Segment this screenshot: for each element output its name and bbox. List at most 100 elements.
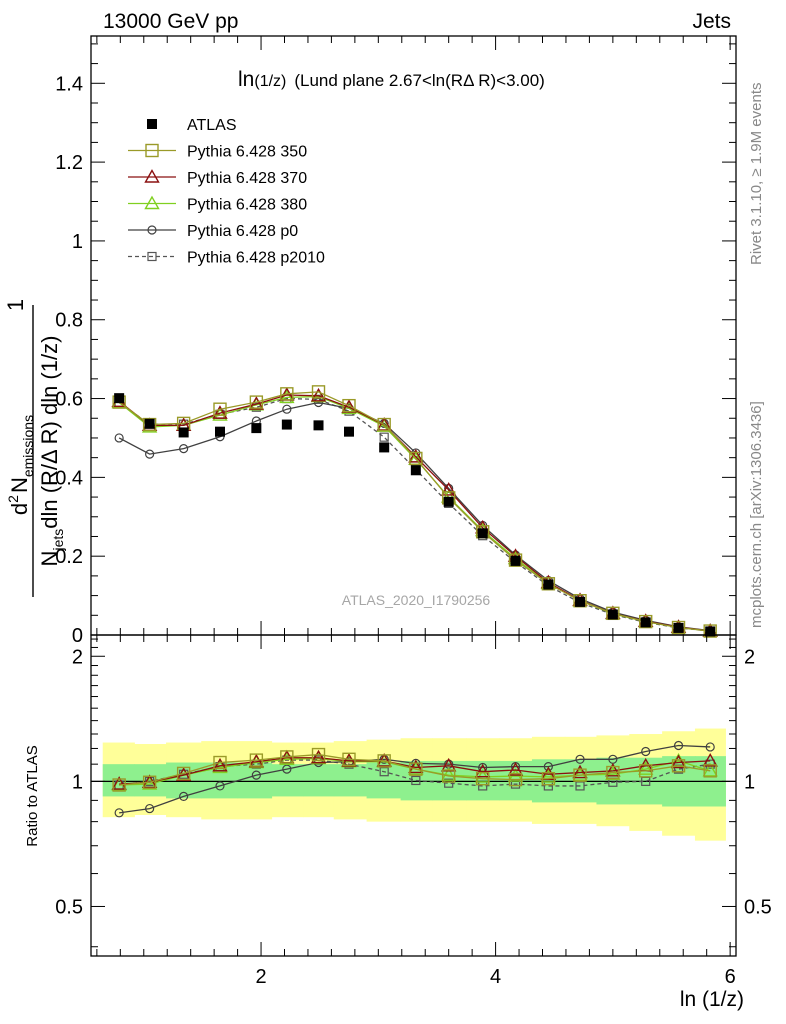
main-ytick-label-0: 0 xyxy=(72,625,83,647)
legend-item-p0: Pythia 6.428 p0 xyxy=(128,223,298,240)
main-ytick-label-1: 0.2 xyxy=(55,546,83,568)
legend-item-p2010: Pythia 6.428 p2010 xyxy=(128,250,325,267)
ratio-point-p2010-8 xyxy=(379,767,389,777)
legend-label-p0: Pythia 6.428 p0 xyxy=(187,223,298,240)
main-point-p370-9 xyxy=(408,448,424,463)
ratio-point-p370-9 xyxy=(408,759,424,774)
ratio-point-p370-17 xyxy=(670,754,687,769)
ratio-point-p350-11 xyxy=(475,771,490,786)
legend-label-p370: Pythia 6.428 370 xyxy=(187,170,307,187)
ratio-point-p2010-7 xyxy=(344,759,354,769)
ratio-point-p380-13 xyxy=(540,768,557,783)
main-point-atlas-2 xyxy=(178,427,189,438)
main-point-p0-0 xyxy=(114,433,124,443)
main-point-p2010-4 xyxy=(251,402,261,412)
ratio-point-p350-17 xyxy=(671,759,686,773)
header-category: Jets xyxy=(692,10,731,33)
main-point-p350-5 xyxy=(280,387,294,401)
main-point-p370-3 xyxy=(212,405,228,419)
main-point-p350-1 xyxy=(142,417,157,432)
rivet-version-text: Rivet 3.1.10, ≥ 1.9M events xyxy=(748,83,765,266)
main-point-atlas-7 xyxy=(344,426,354,437)
legend-label-atlas: ATLAS xyxy=(187,117,237,134)
ratio-ytick-label-right-2: 2 xyxy=(744,646,755,668)
main-point-p350-6 xyxy=(311,385,326,399)
ratio-point-p0-17 xyxy=(673,740,684,751)
main-title: ln(1/z) (Lund plane 2.67<ln(RΔ R)<3.00) xyxy=(238,68,545,91)
main-point-p370-6 xyxy=(310,387,327,402)
ylabel-num-sub: emissions xyxy=(20,415,36,477)
main-point-p350-18 xyxy=(703,624,717,638)
ratio-point-p350-9 xyxy=(409,762,423,776)
ratio-point-p370-15 xyxy=(605,762,621,777)
main-point-atlas-1 xyxy=(144,418,155,429)
main-ytick-label-5: 1 xyxy=(72,231,83,253)
main-point-p350-8 xyxy=(377,417,391,432)
x-tick-label-0: 2 xyxy=(255,966,266,988)
ylabel-den-N: N xyxy=(37,551,62,567)
ratio-point-p350-2 xyxy=(176,766,191,781)
ylabel-den-rest: dln (R/Δ R) dln (1/z) xyxy=(37,336,62,529)
legend-item-p350: Pythia 6.428 350 xyxy=(128,144,307,161)
ratio-point-p370-18 xyxy=(702,752,718,767)
main-point-atlas-16 xyxy=(640,617,651,628)
ratio-line-p370 xyxy=(119,757,711,785)
ylabel-num-N: N xyxy=(7,477,32,493)
ratio-point-p370-6 xyxy=(310,749,327,764)
ratio-line-p350 xyxy=(119,753,711,786)
legend-label-p380: Pythia 6.428 380 xyxy=(187,197,307,214)
ratio-point-p350-18 xyxy=(703,764,717,778)
band-inner-bin-7 xyxy=(333,764,368,797)
legend-marker-p350 xyxy=(145,143,159,158)
ratio-ytick-label-left-0: 0.5 xyxy=(55,896,83,918)
ratio-series-p350 xyxy=(112,747,717,792)
main-point-p2010-8 xyxy=(379,432,389,442)
main-series-layer xyxy=(111,385,718,638)
ratio-point-p370-0 xyxy=(111,776,127,790)
main-point-p0-1 xyxy=(145,449,155,459)
main-point-atlas-0 xyxy=(114,393,125,404)
main-point-p350-16 xyxy=(639,614,653,629)
main-point-atlas-9 xyxy=(410,465,421,476)
ratio-point-p350-1 xyxy=(142,775,157,789)
main-point-atlas-17 xyxy=(673,622,684,633)
main-point-atlas-11 xyxy=(477,528,488,539)
main-point-p0-5 xyxy=(282,404,292,414)
ratio-point-p350-10 xyxy=(441,769,456,783)
main-point-atlas-10 xyxy=(443,496,454,507)
ratio-point-p380-16 xyxy=(638,761,654,775)
ratio-point-p350-0 xyxy=(112,778,126,792)
main-point-atlas-14 xyxy=(575,596,586,607)
main-point-p370-10 xyxy=(440,482,457,496)
main-point-p0-2 xyxy=(179,444,189,454)
main-ytick-label-3: 0.6 xyxy=(55,389,83,411)
legend-marker-p0 xyxy=(147,225,157,235)
ratio-ytick-label-right-0: 0.5 xyxy=(744,896,772,918)
main-ytick-label-6: 1.2 xyxy=(55,152,83,174)
ratio-point-p2010-9 xyxy=(411,775,421,786)
main-point-atlas-3 xyxy=(215,426,225,437)
main-point-p350-3 xyxy=(213,402,227,416)
ylabel-den-sub: jets xyxy=(50,529,66,552)
ratio-ylabel: Ratio to ATLAS xyxy=(24,745,41,846)
main-point-p350-17 xyxy=(671,620,686,635)
x-tick-label-1: 4 xyxy=(490,966,501,988)
ratio-point-p350-4 xyxy=(249,753,264,767)
legend: ATLAS Pythia 6.428 350 Pythia 6.428 370 Pyt… xyxy=(128,117,325,267)
legend-marker-p370 xyxy=(144,169,160,183)
main-point-atlas-12 xyxy=(510,555,521,566)
ratio-series-layer xyxy=(111,740,718,818)
ratio-point-p350-6 xyxy=(311,747,326,762)
ratio-point-p350-14 xyxy=(573,768,587,782)
legend-label-p350: Pythia 6.428 350 xyxy=(187,144,307,161)
main-point-p350-12 xyxy=(508,553,523,567)
legend-marker-p2010 xyxy=(147,251,157,262)
legend-item-p370: Pythia 6.428 370 xyxy=(128,169,307,187)
ratio-point-p370-10 xyxy=(440,757,457,772)
ratio-point-p350-7 xyxy=(342,752,356,767)
title-cut: (Lund plane 2.67<ln(RΔ R)<3.00) xyxy=(294,71,544,90)
ratio-point-p0-14 xyxy=(575,754,585,764)
main-point-atlas-4 xyxy=(251,423,262,434)
main-point-p350-13 xyxy=(541,577,556,591)
ratio-point-p0-1 xyxy=(145,803,155,814)
